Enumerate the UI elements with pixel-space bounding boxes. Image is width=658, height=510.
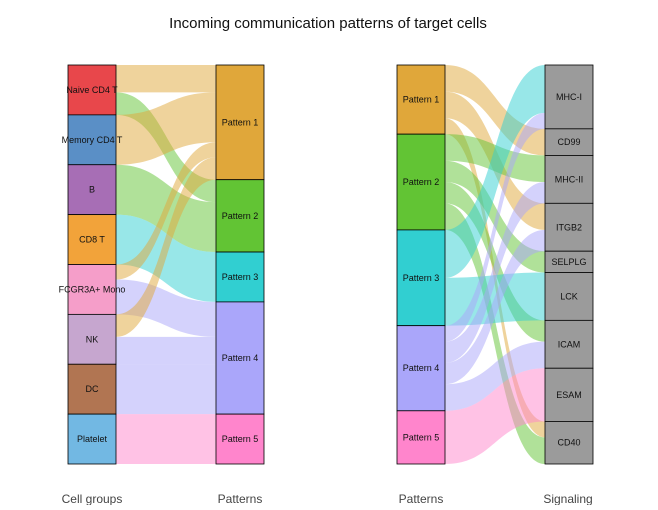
left-node-label: FCGR3A+ Mono: [59, 284, 126, 294]
right-node-esam: [544, 367, 594, 422]
right-node-label: ITGB2: [556, 222, 582, 232]
flow-fcgr3a-mono-to-pattern-1: [116, 142, 216, 280]
right-node-label: LCK: [560, 291, 578, 301]
flow-pattern-3-to-mhc-i: [445, 65, 545, 278]
right-node-mhc-ii: [544, 155, 594, 204]
right-node-label: ESAM: [556, 390, 582, 400]
flow-nk-to-pattern-4: [116, 336, 216, 365]
left-node-label: Pattern 2: [403, 177, 440, 187]
right-node-label: ICAM: [558, 339, 581, 349]
left-node-memory-cd4-t: [67, 114, 117, 166]
right-node-label: Pattern 2: [222, 211, 259, 221]
left-axis-label: Cell groups: [62, 492, 123, 505]
left-node-label: Pattern 4: [403, 363, 440, 373]
left-node-naive-cd4-t: [67, 64, 117, 116]
left-node-label: Pattern 1: [403, 95, 440, 105]
right-node-label: CD40: [557, 438, 580, 448]
flow-pattern-2-to-icam: [445, 182, 545, 342]
right-node-pattern-1: [215, 64, 265, 181]
left-node-label: B: [89, 185, 95, 195]
right-node-pattern-3: [215, 251, 265, 303]
flow-pattern-4-to-mhc-i: [445, 112, 545, 342]
left-node-pattern-5: [396, 410, 446, 465]
right-node-label: CD99: [557, 137, 580, 147]
flow-naive-cd4-t-to-pattern-1: [116, 65, 216, 93]
panel-cell-groups-to-patterns: Naive CD4 T Memory CD4 T B CD8 T FCGR3A+ Mon…: [59, 64, 265, 506]
left-node-nk: [67, 313, 117, 365]
left-node-pattern-1: [396, 64, 446, 135]
right-node-label: Pattern 4: [222, 353, 259, 363]
right-node-label: Pattern 3: [222, 272, 259, 282]
flow-pattern-2-to-cd40: [445, 203, 545, 464]
right-node-pattern-2: [215, 179, 265, 253]
node-bars: Pattern 1 Pattern 2 Pattern 3 Pattern 4 Patt…: [396, 64, 594, 465]
right-node-itgb2: [544, 202, 594, 252]
left-node-label: Pattern 3: [403, 273, 440, 283]
flow-pattern-1-to-cd99: [445, 65, 545, 156]
left-node-pattern-2: [396, 133, 446, 231]
flow-links: [116, 65, 216, 464]
flow-fcgr3a-mono-to-pattern-4: [116, 279, 216, 337]
right-node-label: Pattern 5: [222, 434, 259, 444]
flow-pattern-4-to-itgb2: [445, 229, 545, 385]
right-node-cd40: [544, 421, 594, 465]
left-node-label: Memory CD4 T: [62, 135, 123, 145]
left-node-label: CD8 T: [79, 235, 105, 245]
right-node-pattern-5: [215, 413, 265, 465]
left-node-cd8-t: [67, 214, 117, 265]
left-node-pattern-4: [396, 325, 446, 412]
flow-pattern-4-to-mhc-ii: [445, 182, 545, 363]
left-node-label: Pattern 5: [403, 432, 440, 442]
right-node-lck: [544, 272, 594, 321]
flow-memory-cd4-t-to-pattern-1: [116, 92, 216, 165]
right-node-label: SELPLG: [551, 257, 586, 267]
right-node-label: Pattern 1: [222, 117, 259, 127]
flow-dc-to-pattern-4: [116, 364, 216, 415]
flow-platelet-to-pattern-5: [116, 414, 216, 464]
left-node-b: [67, 164, 117, 216]
flow-links: [445, 65, 545, 464]
left-node-label: DC: [86, 384, 99, 394]
left-node-fcgr3a-mono: [67, 264, 117, 315]
right-node-label: MHC-II: [555, 174, 584, 184]
left-node-pattern-3: [396, 229, 446, 327]
right-node-pattern-4: [215, 301, 265, 415]
left-node-label: Platelet: [77, 434, 108, 444]
flow-nk-to-pattern-1: [116, 157, 216, 337]
right-node-icam: [544, 319, 594, 369]
right-axis-label: Signaling: [543, 492, 592, 505]
left-node-label: Naive CD4 T: [66, 85, 118, 95]
left-node-label: NK: [86, 334, 99, 344]
right-node-cd99: [544, 128, 594, 156]
panel-patterns-to-signaling: Pattern 1 Pattern 2 Pattern 3 Pattern 4 Patt…: [396, 64, 594, 506]
left-node-platelet: [67, 413, 117, 465]
flow-pattern-4-to-icam: [445, 341, 545, 411]
flow-pattern-5-to-esam: [445, 368, 545, 464]
node-bars: Naive CD4 T Memory CD4 T B CD8 T FCGR3A+ Mon…: [59, 64, 265, 465]
chart-title: Incoming communication patterns of targe…: [169, 15, 487, 32]
left-axis-label: Patterns: [399, 492, 444, 505]
right-axis-label: Patterns: [218, 492, 263, 505]
right-node-label: MHC-I: [556, 92, 582, 102]
